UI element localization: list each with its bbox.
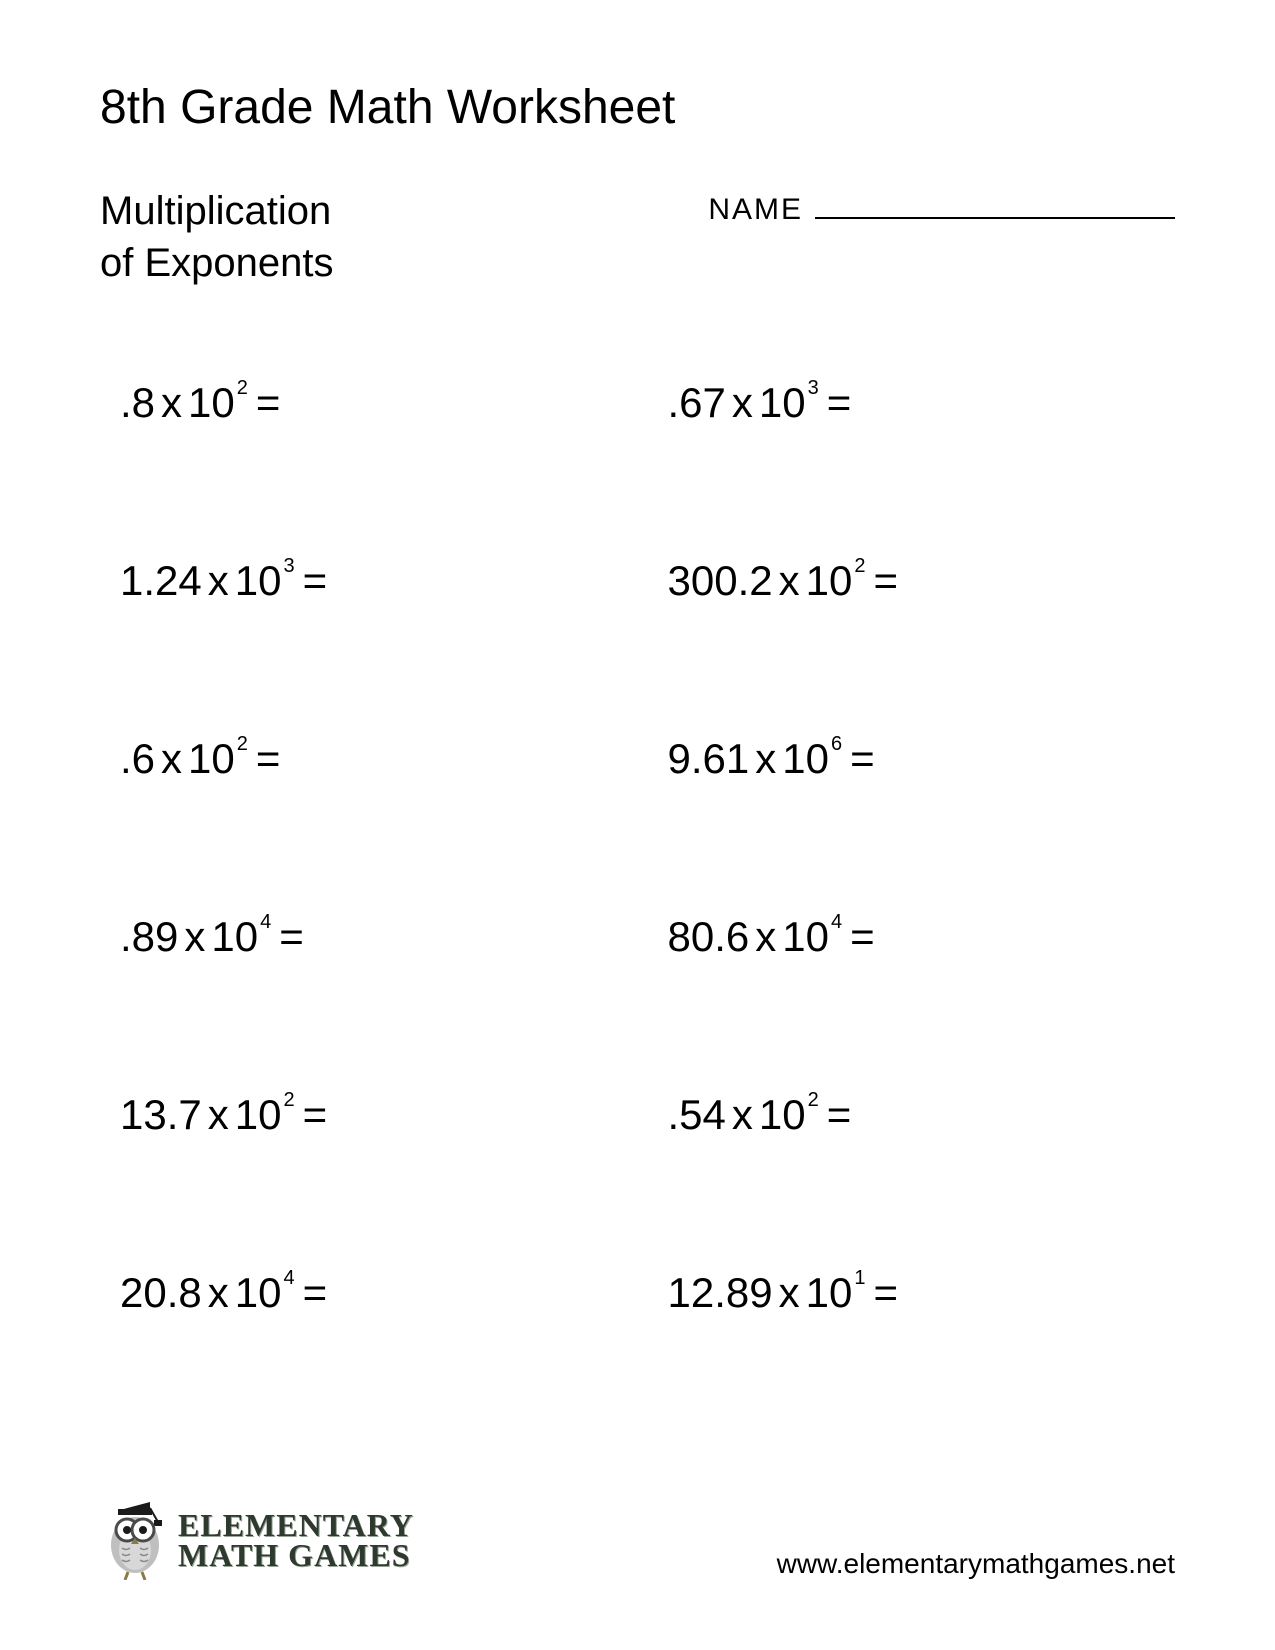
base: 10 [235, 557, 282, 604]
coefficient: .67 [668, 379, 726, 426]
multiply-symbol: x [773, 1269, 806, 1316]
problem-4: 300.2x102= [668, 557, 1176, 605]
equals-symbol: = [840, 735, 875, 782]
problem-3: 1.24x103= [120, 557, 628, 605]
coefficient: .6 [120, 735, 155, 782]
page-title: 8th Grade Math Worksheet [100, 80, 1175, 135]
coefficient: 80.6 [668, 913, 750, 960]
coefficient: 20.8 [120, 1269, 202, 1316]
multiply-symbol: x [202, 557, 235, 604]
worksheet-subtitle: Multiplication of Exponents [100, 185, 334, 289]
page-footer: ELEMENTARY MATH GAMES www.elementarymath… [100, 1500, 1175, 1580]
name-input-line[interactable] [815, 195, 1175, 219]
problems-grid: .8x102=.67x103=1.24x103=300.2x102=.6x102… [100, 379, 1175, 1317]
base: 10 [235, 1269, 282, 1316]
equals-symbol: = [863, 1269, 898, 1316]
multiply-symbol: x [749, 913, 782, 960]
problem-5: .6x102= [120, 735, 628, 783]
footer-url: www.elementarymathgames.net [777, 1548, 1175, 1580]
equals-symbol: = [817, 379, 852, 426]
name-field-block: NAME [708, 193, 1175, 227]
base: 10 [759, 379, 806, 426]
problem-6: 9.61x106= [668, 735, 1176, 783]
problem-12: 12.89x101= [668, 1269, 1176, 1317]
equals-symbol: = [863, 557, 898, 604]
exponent: 2 [283, 1089, 294, 1111]
coefficient: .54 [668, 1091, 726, 1138]
exponent: 2 [237, 377, 248, 399]
equals-symbol: = [840, 913, 875, 960]
multiply-symbol: x [202, 1091, 235, 1138]
exponent: 4 [831, 911, 842, 933]
exponent: 4 [283, 1267, 294, 1289]
base: 10 [211, 913, 258, 960]
coefficient: .8 [120, 379, 155, 426]
coefficient: 12.89 [668, 1269, 773, 1316]
name-label: NAME [708, 193, 803, 227]
problem-1: .8x102= [120, 379, 628, 427]
coefficient: 1.24 [120, 557, 202, 604]
subtitle-line2: of Exponents [100, 241, 334, 285]
coefficient: .89 [120, 913, 178, 960]
exponent: 1 [854, 1267, 865, 1289]
multiply-symbol: x [726, 379, 759, 426]
problem-10: .54x102= [668, 1091, 1176, 1139]
multiply-symbol: x [726, 1091, 759, 1138]
multiply-symbol: x [155, 735, 188, 782]
base: 10 [235, 1091, 282, 1138]
base: 10 [782, 735, 829, 782]
multiply-symbol: x [749, 735, 782, 782]
equals-symbol: = [293, 1269, 328, 1316]
exponent: 3 [808, 377, 819, 399]
logo: ELEMENTARY MATH GAMES [100, 1500, 414, 1580]
equals-symbol: = [269, 913, 304, 960]
multiply-symbol: x [773, 557, 806, 604]
base: 10 [759, 1091, 806, 1138]
multiply-symbol: x [202, 1269, 235, 1316]
coefficient: 9.61 [668, 735, 750, 782]
header-row: Multiplication of Exponents NAME [100, 185, 1175, 289]
problem-9: 13.7x102= [120, 1091, 628, 1139]
coefficient: 13.7 [120, 1091, 202, 1138]
base: 10 [188, 735, 235, 782]
base: 10 [806, 557, 853, 604]
equals-symbol: = [246, 735, 281, 782]
equals-symbol: = [293, 557, 328, 604]
logo-line2: MATH GAMES [178, 1537, 411, 1573]
base: 10 [806, 1269, 853, 1316]
multiply-symbol: x [178, 913, 211, 960]
coefficient: 300.2 [668, 557, 773, 604]
owl-icon [100, 1500, 170, 1580]
problem-11: 20.8x104= [120, 1269, 628, 1317]
exponent: 2 [808, 1089, 819, 1111]
base: 10 [188, 379, 235, 426]
equals-symbol: = [293, 1091, 328, 1138]
logo-text: ELEMENTARY MATH GAMES [178, 1510, 414, 1571]
multiply-symbol: x [155, 379, 188, 426]
base: 10 [782, 913, 829, 960]
problem-8: 80.6x104= [668, 913, 1176, 961]
subtitle-line1: Multiplication [100, 189, 331, 233]
exponent: 2 [854, 555, 865, 577]
problem-7: .89x104= [120, 913, 628, 961]
exponent: 4 [260, 911, 271, 933]
equals-symbol: = [246, 379, 281, 426]
exponent: 3 [283, 555, 294, 577]
equals-symbol: = [817, 1091, 852, 1138]
problem-2: .67x103= [668, 379, 1176, 427]
exponent: 6 [831, 733, 842, 755]
exponent: 2 [237, 733, 248, 755]
